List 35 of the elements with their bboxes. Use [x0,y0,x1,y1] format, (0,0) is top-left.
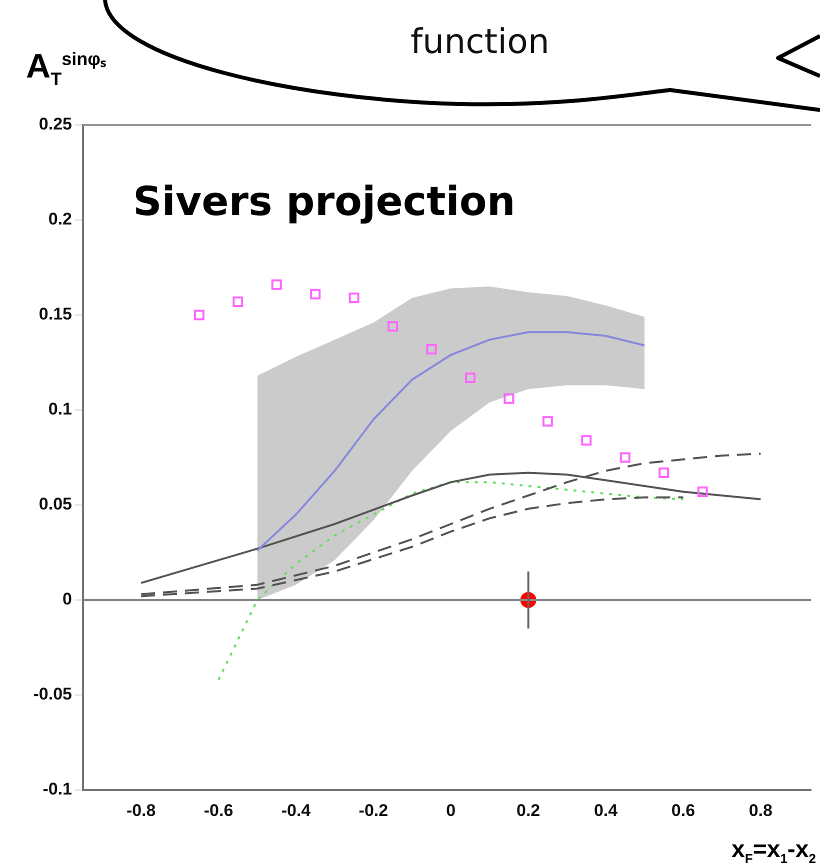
point [232,296,244,307]
y-tick-label: 0.05 [38,494,72,514]
x-axis-title: x$_{F}$=x$_{1}$-x$_{2}$ [732,836,816,866]
x-tick-label: 0 [446,800,456,820]
x-tick-label: 0.4 [594,800,618,820]
line-series [218,481,684,681]
y-tick-label: 0.25 [38,114,72,134]
text: function [410,22,550,62]
y-tick-label: 0.1 [48,400,72,419]
x-tick-label: -0.6 [204,800,234,820]
point [348,292,360,304]
point [581,435,592,446]
x-tick-label: 0.6 [671,800,696,820]
point [504,393,514,404]
point [542,416,553,427]
x-tick-label: -0.2 [358,800,388,820]
y-tick-label: 0.2 [48,210,72,229]
point [620,452,630,463]
point [388,321,398,332]
point [194,310,204,320]
point [271,279,282,290]
y-tick-label: -0.05 [33,684,72,704]
point [426,344,437,354]
text: Sivers projection [133,179,516,225]
x-tick-label: 0.2 [516,800,540,820]
point [697,486,708,497]
point [310,288,321,300]
y-tick-label: -0.1 [42,780,72,799]
x-tick-label: -0.8 [126,800,156,820]
y-tick-label: 0.15 [38,304,72,324]
x-tick-label: 0.8 [748,800,772,820]
point [658,467,670,478]
y-tick-label: 0 [62,590,72,609]
x-tick-label: -0.4 [281,800,312,820]
point [464,372,476,383]
